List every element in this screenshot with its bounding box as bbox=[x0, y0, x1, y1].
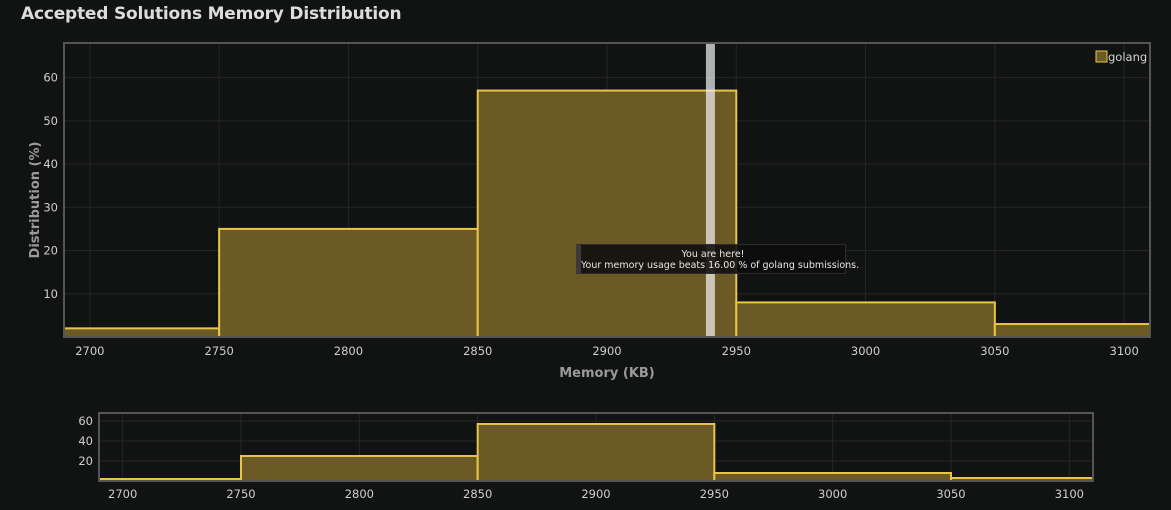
histogram-bar bbox=[218, 227, 479, 338]
y-tick-label: 60 bbox=[43, 71, 58, 85]
x-tick-label: 3000 bbox=[851, 344, 880, 358]
you-are-here-tooltip: You are here! Your memory usage beats 16… bbox=[576, 244, 860, 274]
tooltip-line-2: Your memory usage beats 16.00 % of golan… bbox=[581, 260, 860, 271]
main-histogram: 2700 2750 2800 2850 2900 2950 3000 3050 31001020… bbox=[28, 42, 1151, 381]
x-tick-label: 3000 bbox=[818, 487, 847, 501]
histogram-bar bbox=[63, 327, 221, 338]
legend: golang bbox=[1095, 50, 1147, 64]
legend-label: golang bbox=[1108, 50, 1147, 64]
x-tick-label: 3050 bbox=[980, 344, 1009, 358]
y-tick-label: 40 bbox=[78, 434, 93, 448]
histogram-bar bbox=[993, 323, 1151, 339]
x-tick-label: 2750 bbox=[226, 487, 255, 501]
plot-frame bbox=[63, 42, 1151, 338]
y-tick-label: 20 bbox=[43, 244, 58, 258]
x-tick-label: 2800 bbox=[345, 487, 374, 501]
x-axis-title: Memory (KB) bbox=[559, 366, 655, 381]
histogram-bar bbox=[476, 89, 738, 338]
histogram-bar bbox=[476, 423, 716, 482]
y-tick-label: 60 bbox=[78, 414, 93, 428]
y-axis-title: Distribution (%) bbox=[28, 142, 43, 259]
x-tick-label: 2700 bbox=[108, 487, 137, 501]
overview-histogram: 2700 2750 2800 2850 2900 2950 3000 3050 3100 20 40… bbox=[78, 412, 1094, 501]
y-tick-label: 20 bbox=[78, 454, 93, 468]
plot-frame bbox=[98, 412, 1094, 482]
x-tick-label: 2700 bbox=[75, 344, 104, 358]
x-tick-label: 2950 bbox=[722, 344, 751, 358]
x-tick-label: 2850 bbox=[463, 487, 492, 501]
x-tick-label: 2850 bbox=[463, 344, 492, 358]
y-tick-label: 40 bbox=[43, 157, 58, 171]
chart-title: Accepted Solutions Memory Distribution bbox=[21, 4, 402, 24]
y-tick-label: 30 bbox=[43, 200, 58, 214]
y-tick-label: 10 bbox=[43, 287, 58, 301]
x-tick-label: 3050 bbox=[936, 487, 965, 501]
legend-swatch bbox=[1095, 50, 1108, 63]
histogram-bar bbox=[713, 472, 952, 482]
y-tick-label: 50 bbox=[43, 114, 58, 128]
x-tick-label: 2750 bbox=[205, 344, 234, 358]
tooltip-line-1: You are here! bbox=[681, 249, 745, 260]
histogram-bar bbox=[240, 455, 479, 482]
x-tick-label: 3100 bbox=[1055, 487, 1084, 501]
histogram-bar bbox=[735, 301, 996, 339]
you-are-here-marker bbox=[705, 43, 715, 337]
x-tick-label: 2900 bbox=[592, 344, 621, 358]
x-tick-label: 2900 bbox=[581, 487, 610, 501]
x-tick-label: 2950 bbox=[700, 487, 729, 501]
x-tick-label: 3100 bbox=[1110, 344, 1139, 358]
x-tick-label: 2800 bbox=[334, 344, 363, 358]
